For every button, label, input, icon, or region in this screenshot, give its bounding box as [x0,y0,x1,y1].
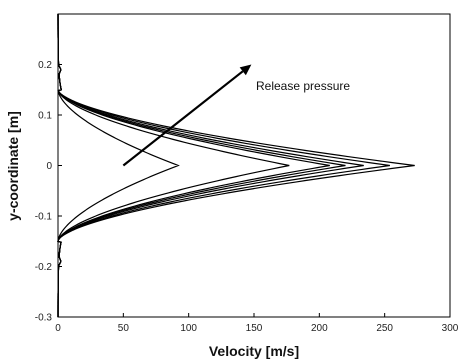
series-group [57,14,415,317]
x-tick-label: 150 [246,323,263,334]
velocity-profile-line-2 [57,14,290,317]
y-tick-label: -0.1 [35,212,53,223]
annotation-text: Release pressure [256,79,350,93]
release-pressure-arrow [122,70,244,167]
velocity-profile-line-5 [57,14,364,317]
y-tick-label: 0.1 [38,111,52,122]
x-tick-label: 0 [55,323,61,334]
ticks: 0 50 100 150 200 250 300 0.2 0.1 0 -0.1 -0.2 -0.3 [35,60,459,334]
y-tick-label: 0.2 [38,60,52,71]
x-tick-label: 300 [442,323,459,334]
y-tick-label: 0 [46,161,52,172]
y-axis-label: y-coordinate [m] [5,111,21,221]
y-tick-label: -0.2 [35,262,53,273]
velocity-profile-line-1 [57,14,180,317]
velocity-profile-line-4 [57,14,346,317]
arrow-head [239,64,252,76]
velocity-profile-line-6 [57,14,390,317]
x-tick-label: 200 [311,323,328,334]
x-axis-label: Velocity [m/s] [209,343,299,359]
plot-frame [57,13,451,318]
velocity-profile-line-7 [57,14,415,317]
x-tick-label: 100 [180,323,197,334]
y-tick-label: -0.3 [35,313,53,324]
x-tick-label: 250 [376,323,393,334]
x-tick-label: 50 [118,323,130,334]
